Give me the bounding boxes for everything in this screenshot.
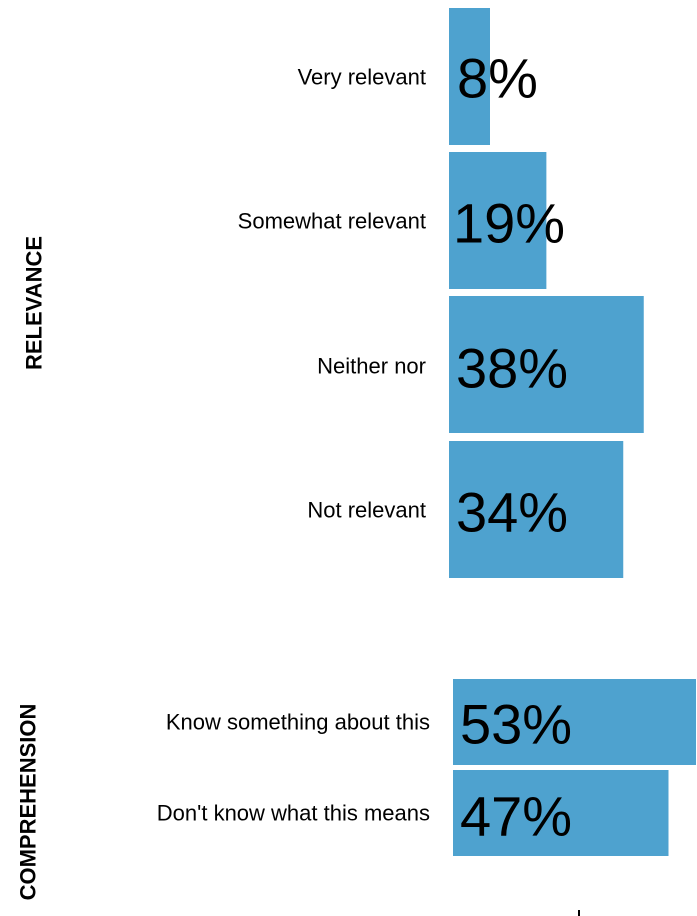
value-know-something: 53% (460, 693, 572, 756)
bar-somewhat-relevant (449, 152, 547, 289)
label-somewhat-relevant: Somewhat relevant (238, 209, 426, 234)
label-dont-know: Don't know what this means (157, 801, 430, 826)
value-neither-nor: 38% (456, 337, 568, 400)
label-neither-nor: Neither nor (317, 354, 426, 379)
label-know-something: Know something about this (166, 710, 430, 735)
value-somewhat-relevant: 19% (453, 192, 565, 255)
bar-neither-nor (449, 296, 644, 433)
relevance-title: RELEVANCE (22, 236, 47, 370)
comprehension-group: COMPREHENSION Know something about this … (16, 679, 697, 900)
value-not-relevant: 34% (456, 481, 568, 544)
comprehension-title: COMPREHENSION (16, 704, 41, 901)
bar-very-relevant (449, 8, 490, 145)
bar-dont-know (453, 770, 669, 856)
relevance-group: RELEVANCE Very relevant Somewhat relevan… (22, 8, 644, 578)
bar-know-something (453, 679, 697, 765)
value-very-relevant: 8% (457, 47, 538, 110)
label-not-relevant: Not relevant (307, 498, 426, 523)
label-very-relevant: Very relevant (298, 65, 426, 90)
value-dont-know: 47% (460, 785, 572, 848)
bar-not-relevant (449, 441, 624, 578)
